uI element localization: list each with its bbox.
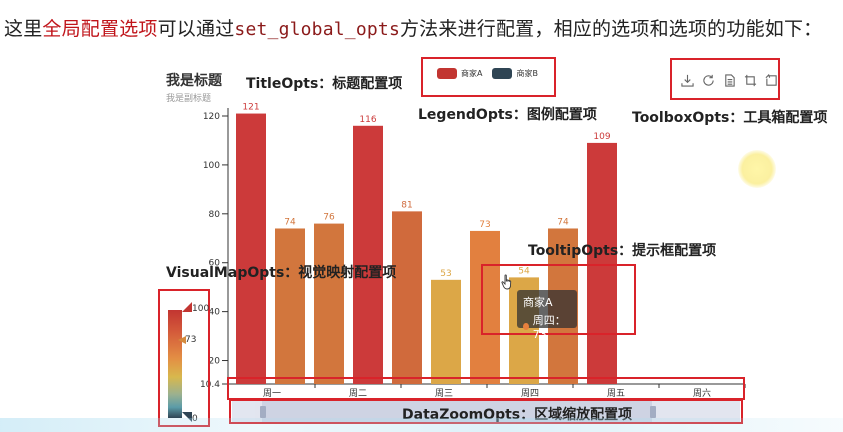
- tooltip-highlight-box: [481, 264, 636, 335]
- download-icon[interactable]: [681, 74, 694, 87]
- bar: [275, 228, 305, 384]
- bar: [587, 142, 617, 384]
- callout-title-opts: TitleOpts：标题配置项: [246, 76, 403, 92]
- legend-label-b: 商家B: [516, 69, 538, 78]
- legend-highlight-box: [421, 57, 556, 97]
- visual-map-current: 73: [185, 335, 197, 345]
- intro-code: set_global_opts: [234, 19, 400, 40]
- x-tick-label: 周一: [263, 388, 281, 399]
- cursor-highlight: [738, 150, 776, 188]
- y-tick-label: 60: [209, 259, 221, 269]
- toolbox-highlight-box: [670, 58, 780, 100]
- bar: [236, 113, 266, 384]
- tooltip-value: 周四：73: [532, 314, 566, 341]
- bar: [431, 279, 461, 384]
- tooltip-dot: [523, 323, 529, 330]
- bar-value-label: 74: [284, 217, 296, 227]
- callout-legend-opts: LegendOpts：图例配置项: [418, 107, 597, 123]
- y-tick-label: 100: [203, 161, 220, 171]
- visual-map-top-handle-icon[interactable]: [182, 302, 192, 312]
- legend-swatch-b: [492, 68, 513, 79]
- y-tick-label: 80: [209, 210, 221, 220]
- bar-value-label: 76: [323, 213, 335, 223]
- bar: [470, 230, 500, 384]
- intro-text: 这里全局配置选项可以通过set_global_opts方法来进行配置，相应的选项…: [4, 14, 822, 41]
- legend-item-a[interactable]: 商家A: [437, 68, 482, 79]
- legend: 商家A 商家B: [437, 68, 538, 79]
- legend-label-a: 商家A: [461, 69, 483, 78]
- bar: [392, 211, 422, 384]
- x-tick-label: 周三: [435, 388, 453, 399]
- visual-map-gradient[interactable]: [168, 310, 182, 418]
- data-zoom-slider[interactable]: [232, 401, 740, 423]
- bottom-decoration: [0, 418, 843, 432]
- bar-value-label: 53: [440, 269, 451, 279]
- bar-value-label: 116: [359, 115, 376, 125]
- visual-map[interactable]: 100 73 0: [160, 292, 210, 426]
- callout-toolbox-opts: ToolboxOpts：工具箱配置项: [632, 110, 828, 126]
- bar-value-label: 121: [242, 103, 259, 113]
- chart-subtitle: 我是副标题: [166, 94, 212, 104]
- x-tick-label: 周二: [349, 388, 367, 399]
- x-tick-label: 周四: [521, 388, 539, 399]
- bar-value-label: 109: [593, 132, 610, 142]
- data-zoom-right-handle[interactable]: [650, 406, 656, 418]
- refresh-icon[interactable]: [702, 74, 715, 87]
- tooltip-series: 商家A: [523, 296, 553, 309]
- visual-map-indicator-icon: [178, 336, 186, 344]
- legend-item-b[interactable]: 商家B: [492, 68, 538, 79]
- xaxis-highlight-box: [227, 377, 745, 400]
- data-zoom-window[interactable]: [262, 401, 652, 423]
- visual-map-max: 100: [192, 304, 210, 314]
- bar-value-label: 74: [557, 217, 569, 227]
- callout-tooltip-opts: TooltipOpts：提示框配置项: [528, 243, 717, 259]
- tooltip-row: 周四：73: [523, 312, 571, 341]
- data-view-icon[interactable]: [723, 74, 736, 87]
- tooltip: 商家A 周四：73: [517, 290, 577, 341]
- x-tick-label: 周五: [607, 388, 625, 399]
- intro-middle: 可以通过: [157, 18, 235, 40]
- y-tick-label: 40: [209, 308, 221, 318]
- x-tick-label: 周六: [693, 387, 711, 399]
- bar: [314, 223, 344, 384]
- hand-pointer-icon: [501, 274, 512, 290]
- intro-suffix: 方法来进行配置，相应的选项和选项的功能如下：: [399, 18, 823, 40]
- intro-prefix: 这里: [4, 18, 43, 40]
- chart-title: 我是标题: [166, 73, 222, 89]
- bar-value-label: 81: [401, 200, 412, 210]
- bar-value-label: 73: [479, 220, 490, 230]
- bar: [353, 125, 383, 385]
- bar-value-label: 54: [518, 266, 530, 276]
- y-tick-label: 10.4: [200, 380, 220, 390]
- zoom-reset-icon[interactable]: [765, 74, 778, 87]
- intro-highlight: 全局配置选项: [42, 18, 158, 40]
- data-zoom-left-handle[interactable]: [260, 406, 266, 418]
- zoom-icon[interactable]: [744, 74, 757, 87]
- legend-swatch-a: [437, 68, 457, 79]
- y-tick-label: 120: [203, 112, 220, 122]
- callout-visualmap-opts: VisualMapOpts：视觉映射配置项: [166, 265, 397, 281]
- toolbox: [681, 74, 778, 87]
- y-tick-label: 20: [209, 357, 221, 367]
